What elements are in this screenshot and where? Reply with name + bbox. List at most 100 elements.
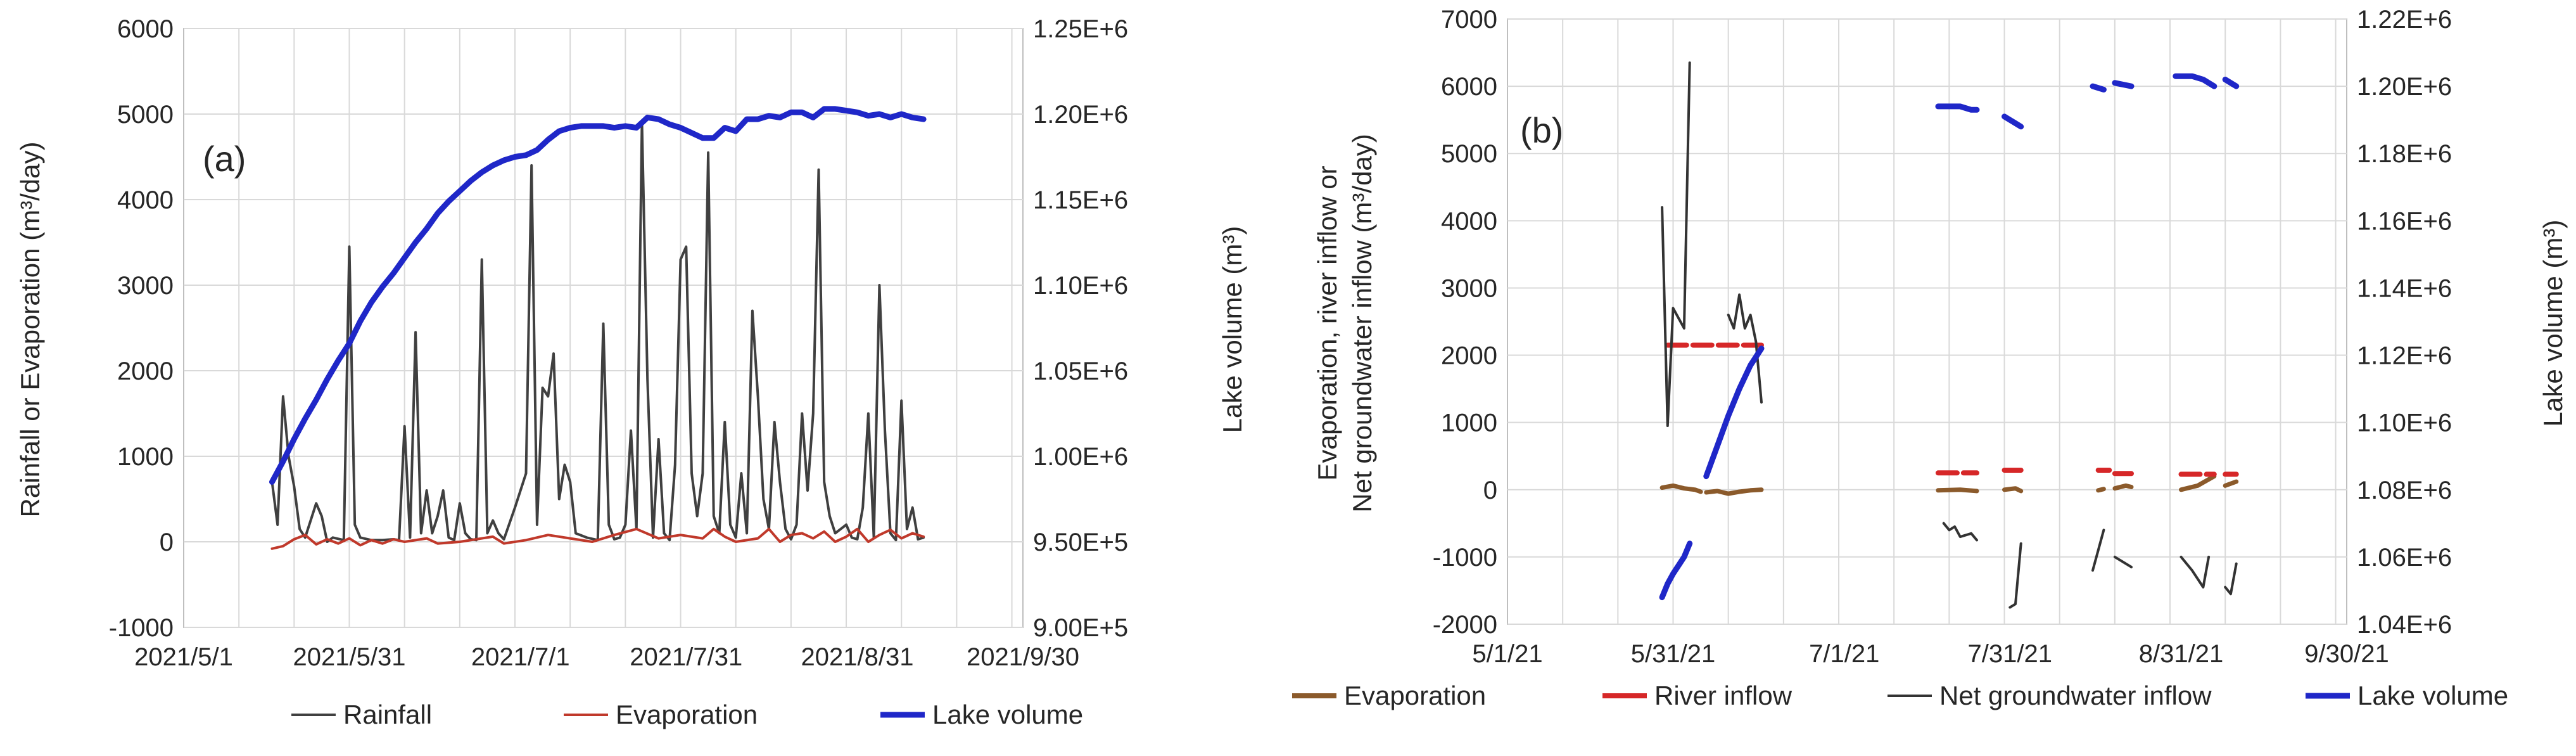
gridlines-b	[1507, 18, 2347, 625]
x-tick-label: 2021/5/31	[293, 643, 406, 671]
y-tick-label: 7000	[1441, 6, 1497, 34]
y-tick-label: 5000	[1441, 140, 1497, 168]
y-tick-label: 0	[1483, 477, 1497, 504]
series-line-lake-volume	[1935, 103, 1980, 113]
series-line-net-groundwater-inflow	[2113, 555, 2133, 568]
y-tick-label: 6000	[117, 15, 174, 43]
y-tick-label: 6000	[1441, 73, 1497, 101]
series-lines-a	[269, 106, 927, 550]
y2-tick-label: 1.18E+6	[2357, 140, 2452, 168]
legend-label-net-groundwater-inflow: Net groundwater inflow	[1939, 681, 2212, 710]
y2-tick-label: 1.16E+6	[2357, 207, 2452, 235]
x-tick-label: 2021/5/1	[134, 643, 233, 671]
panel-label-a: (a)	[203, 139, 246, 179]
series-line-net-groundwater-inflow	[2091, 529, 2105, 572]
y2-tick-labels-a: 9.00E+5 9.50E+5 1.00E+6 1.05E+6 1.10E+6 1.15E…	[1033, 15, 1128, 642]
y2-axis-label-b: Lake volume (m³)	[2538, 220, 2568, 427]
y2-tick-label: 1.10E+6	[1033, 272, 1128, 300]
x-tick-label: 9/30/21	[2304, 640, 2389, 668]
legend-label-rainfall: Rainfall	[343, 700, 432, 729]
series-line-evaporation	[1704, 487, 1764, 496]
series-line-net-groundwater-inflow	[1661, 61, 1691, 427]
y-tick-label: -1000	[1433, 544, 1497, 572]
series-line-lake-volume	[1659, 541, 1693, 601]
y2-tick-label: 1.08E+6	[2357, 477, 2452, 504]
series-line-evaporation	[2002, 486, 2024, 494]
x-tick-label: 8/31/21	[2139, 640, 2223, 668]
x-tick-label: 7/31/21	[1968, 640, 2052, 668]
y2-tick-label: 9.00E+5	[1033, 614, 1128, 642]
series-line-lake-volume	[2112, 80, 2135, 89]
plot-area-b	[1507, 18, 2347, 625]
series-line-lake-volume	[2002, 113, 2024, 130]
y-tick-label: -2000	[1433, 611, 1497, 639]
y2-tick-label: 1.15E+6	[1033, 186, 1128, 214]
x-tick-labels-b: 5/1/21 5/31/21 7/1/21 7/31/21 8/31/21 9/30/21	[1472, 640, 2389, 668]
y2-axis-label-a: Lake volume (m³)	[1217, 226, 1247, 433]
legend-label-lake-volume: Lake volume	[932, 700, 1083, 729]
y2-tick-labels-b: 1.04E+6 1.06E+6 1.08E+6 1.10E+6 1.12E+6 1.14E…	[2357, 6, 2452, 639]
y-axis-label-b-line2: Net groundwater inflow (m³/day)	[1347, 134, 1377, 513]
y-axis-label-b-line1: Evaporation, river inflow or	[1312, 165, 1342, 480]
y2-tick-label: 1.12E+6	[2357, 342, 2452, 370]
legend-label-evaporation: Evaporation	[1344, 681, 1486, 710]
series-line-evaporation	[2179, 474, 2217, 492]
y2-tick-label: 1.10E+6	[2357, 409, 2452, 437]
y2-tick-label: 1.04E+6	[2357, 611, 2452, 639]
y-tick-label: 2000	[1441, 342, 1497, 370]
series-line-evaporation	[2096, 487, 2106, 493]
y-tick-label: 4000	[117, 186, 174, 214]
y2-tick-label: 1.14E+6	[2357, 274, 2452, 302]
y-tick-labels-b: -2000 -1000 0 1000 2000 3000 4000 5000 6000 7000	[1433, 6, 1497, 639]
y-tick-label: 3000	[117, 272, 174, 300]
series-line-evaporation	[2223, 479, 2239, 488]
series-line-evaporation	[2112, 483, 2134, 491]
x-tick-labels-a: 2021/5/1 2021/5/31 2021/7/1 2021/7/31 2021/8…	[134, 643, 1079, 671]
x-tick-label: 5/31/21	[1631, 640, 1715, 668]
y2-tick-label: 9.50E+5	[1033, 529, 1128, 556]
panel-label-b: (b)	[1520, 110, 1563, 150]
y-tick-labels-a: -1000 0 1000 2000 3000 4000 5000 6000	[109, 15, 174, 642]
y2-tick-label: 1.22E+6	[2357, 6, 2452, 34]
legend-b: Evaporation River inflow Net groundwater i…	[1292, 681, 2508, 710]
legend-label-lake-volume: Lake volume	[2357, 681, 2508, 710]
y-tick-label: 2000	[117, 357, 174, 385]
y2-tick-label: 1.05E+6	[1033, 357, 1128, 385]
series-line-lake-volume	[2222, 77, 2240, 89]
y-tick-label: 5000	[117, 101, 174, 129]
series-line-lake-volume	[269, 106, 927, 485]
legend-a: Rainfall Evaporation Lake volume	[291, 700, 1083, 729]
series-line-lake-volume	[1703, 345, 1765, 480]
series-line-net-groundwater-inflow	[2179, 555, 2211, 589]
y2-tick-label: 1.25E+6	[1033, 15, 1128, 43]
series-line-net-groundwater-inflow	[2224, 562, 2238, 596]
series-line-lake-volume	[2090, 83, 2107, 93]
y-tick-label: 3000	[1441, 274, 1497, 302]
y-tick-label: -1000	[109, 614, 174, 642]
x-tick-label: 2021/8/31	[801, 643, 914, 671]
series-line-evaporation	[270, 527, 925, 550]
x-tick-label: 2021/7/1	[471, 643, 570, 671]
chart-panel-b: -2000-100001000200030004000500060007000 …	[1292, 6, 2568, 710]
x-tick-label: 5/1/21	[1472, 640, 1542, 668]
y2-tick-label: 1.20E+6	[2357, 73, 2452, 101]
x-tick-label: 7/1/21	[1809, 640, 1879, 668]
x-tick-label: 2021/9/30	[967, 643, 1079, 671]
y-axis-label-a: Rainfall or Evaporation (m³/day)	[15, 142, 45, 518]
legend-label-river-inflow: River inflow	[1654, 681, 1792, 710]
y2-tick-label: 1.20E+6	[1033, 101, 1128, 129]
series-lines-b	[1659, 61, 2240, 609]
y-tick-label: 0	[160, 529, 174, 556]
series-line-evaporation	[1936, 487, 1979, 494]
x-tick-label: 2021/7/31	[630, 643, 742, 671]
series-line-evaporation	[1659, 483, 1703, 494]
legend-label-evaporation: Evaporation	[616, 700, 758, 729]
y-tick-label: 1000	[1441, 409, 1497, 437]
series-line-net-groundwater-inflow	[1727, 293, 1763, 404]
y-tick-label: 4000	[1441, 207, 1497, 235]
y2-tick-label: 1.00E+6	[1033, 443, 1128, 471]
series-line-lake-volume	[2173, 73, 2218, 89]
series-line-net-groundwater-inflow	[2008, 542, 2022, 609]
